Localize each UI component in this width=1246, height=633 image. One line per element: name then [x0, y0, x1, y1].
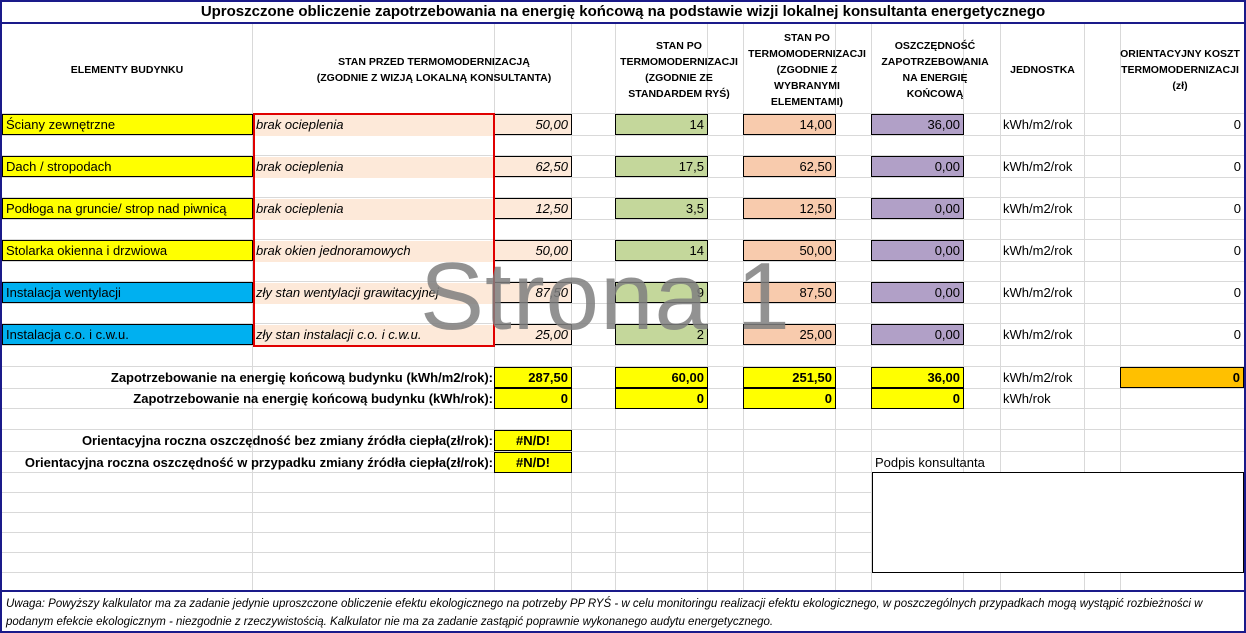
total-savings[interactable]: 0: [871, 388, 964, 409]
annual-label: Orientacyjna roczna oszczędność bez zmia…: [81, 433, 493, 448]
header-before: STAN PRZED TERMOMODERNIZACJĄ (ZGODNIE Z …: [316, 55, 552, 84]
unit-cell[interactable]: kWh/m2/rok: [1003, 201, 1073, 216]
before-value[interactable]: 12,50: [494, 198, 572, 219]
header-after-standard: STAN PO TERMOMODERNIZACJI (ZGODNIE ZE ST…: [620, 39, 738, 100]
sheet-title: Uproszczone obliczenie zapotrzebowania n…: [2, 2, 1244, 24]
standard-value[interactable]: 2: [615, 324, 708, 345]
annual-value[interactable]: #N/D!: [494, 430, 572, 451]
savings-value[interactable]: 0,00: [871, 240, 964, 261]
unit-cell[interactable]: kWh/m2/rok: [1003, 159, 1073, 174]
savings-value[interactable]: 0,00: [871, 282, 964, 303]
state-cell[interactable]: brak okien jednoramowych: [253, 241, 494, 262]
state-cell[interactable]: zły stan wentylacji grawitacyjnej: [253, 283, 494, 304]
header-cost: ORIENTACYJNY KOSZT TERMOMODERNIZACJI (zł…: [1120, 47, 1240, 92]
standard-value[interactable]: 17,5: [615, 156, 708, 177]
savings-value[interactable]: 36,00: [871, 114, 964, 135]
state-cell[interactable]: brak ocieplenia: [253, 115, 494, 136]
before-value[interactable]: 50,00: [494, 240, 572, 261]
savings-value[interactable]: 0,00: [871, 198, 964, 219]
cost-value[interactable]: 0: [1233, 243, 1241, 258]
element-cell[interactable]: Dach / stropodach: [2, 156, 253, 177]
standard-value[interactable]: 3,5: [615, 198, 708, 219]
total-savings[interactable]: 36,00: [871, 367, 964, 388]
total-selected[interactable]: 251,50: [743, 367, 836, 388]
unit-cell[interactable]: kWh/m2/rok: [1003, 285, 1073, 300]
element-cell[interactable]: Stolarka okienna i drzwiowa: [2, 240, 253, 261]
state-cell[interactable]: zły stan instalacji c.o. i c.w.u.: [253, 325, 494, 346]
total-label: Zapotrzebowanie na energię końcową budyn…: [110, 370, 493, 385]
unit-cell[interactable]: kWh/m2/rok: [1003, 117, 1073, 132]
selected-value[interactable]: 50,00: [743, 240, 836, 261]
before-value[interactable]: 87,50: [494, 282, 572, 303]
total-standard[interactable]: 0: [615, 388, 708, 409]
selected-value[interactable]: 12,50: [743, 198, 836, 219]
total-label: Zapotrzebowanie na energię końcową budyn…: [133, 391, 493, 406]
signature-label: Podpis konsultanta: [875, 455, 985, 470]
annual-value[interactable]: #N/D!: [494, 452, 572, 473]
header-unit: JEDNOSTKA: [1010, 63, 1075, 76]
standard-value[interactable]: 14: [615, 114, 708, 135]
unit-cell[interactable]: kWh/m2/rok: [1003, 243, 1073, 258]
cost-value[interactable]: 0: [1233, 327, 1241, 342]
total-before[interactable]: 0: [494, 388, 572, 409]
footer-note: Uwaga: Powyższy kalkulator ma za zadanie…: [2, 590, 1244, 631]
before-value[interactable]: 62,50: [494, 156, 572, 177]
total-standard[interactable]: 60,00: [615, 367, 708, 388]
annual-label: Orientacyjna roczna oszczędność w przypa…: [24, 455, 493, 470]
unit-cell[interactable]: kWh/m2/rok: [1003, 327, 1073, 342]
before-value[interactable]: 50,00: [494, 114, 572, 135]
header-after-selected: STAN PO TERMOMODERNIZACJI (ZGODNIE Z WYB…: [748, 31, 866, 108]
cost-value[interactable]: 0: [1233, 201, 1241, 216]
signature-box[interactable]: [872, 472, 1244, 573]
header-savings: OSZCZĘDNOŚĆ ZAPOTRZEBOWANIA NA ENERGIĘ K…: [881, 39, 989, 100]
cost-value[interactable]: 0: [1233, 285, 1241, 300]
standard-value[interactable]: 9: [615, 282, 708, 303]
total-cost[interactable]: 0: [1120, 367, 1244, 388]
savings-value[interactable]: 0,00: [871, 324, 964, 345]
element-cell[interactable]: Instalacja wentylacji: [2, 282, 253, 303]
selected-value[interactable]: 62,50: [743, 156, 836, 177]
cost-value[interactable]: 0: [1233, 117, 1241, 132]
state-cell[interactable]: brak ocieplenia: [253, 199, 494, 220]
element-cell[interactable]: Ściany zewnętrzne: [2, 114, 253, 135]
element-cell[interactable]: Podłoga na gruncie/ strop nad piwnicą: [2, 198, 253, 219]
selected-value[interactable]: 25,00: [743, 324, 836, 345]
total-unit[interactable]: kWh/rok: [1003, 391, 1051, 406]
total-selected[interactable]: 0: [743, 388, 836, 409]
savings-value[interactable]: 0,00: [871, 156, 964, 177]
header-elements: ELEMENTY BUDYNKU: [70, 63, 184, 76]
standard-value[interactable]: 14: [615, 240, 708, 261]
selected-value[interactable]: 87,50: [743, 282, 836, 303]
selected-value[interactable]: 14,00: [743, 114, 836, 135]
total-before[interactable]: 287,50: [494, 367, 572, 388]
cost-value[interactable]: 0: [1233, 159, 1241, 174]
element-cell[interactable]: Instalacja c.o. i c.w.u.: [2, 324, 253, 345]
total-unit[interactable]: kWh/m2/rok: [1003, 370, 1073, 385]
state-cell[interactable]: brak ocieplenia: [253, 157, 494, 178]
page-watermark: Strona 1: [420, 243, 791, 350]
